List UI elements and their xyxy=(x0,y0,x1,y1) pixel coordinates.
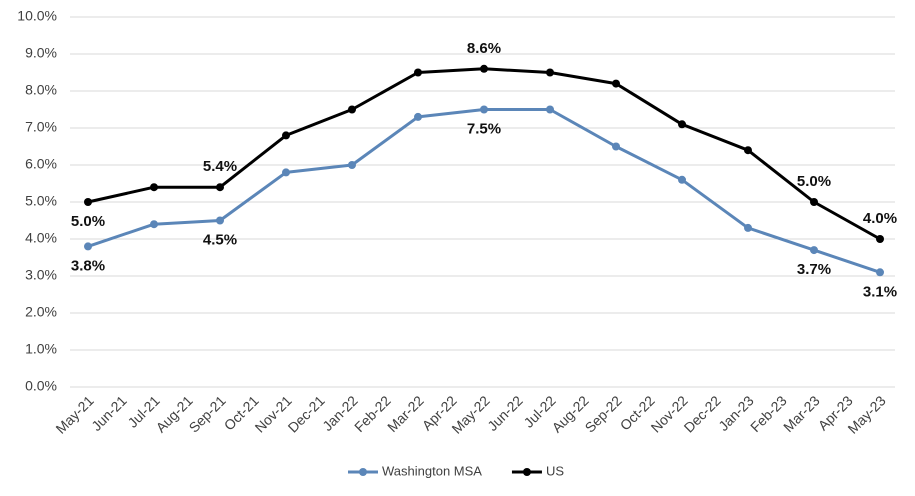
x-tick-label: Mar-22 xyxy=(384,392,427,435)
data-label: 4.0% xyxy=(863,210,897,227)
point xyxy=(348,105,356,114)
point xyxy=(84,242,92,251)
legend-marker xyxy=(522,468,531,476)
x-tick-label: Jun-22 xyxy=(484,392,526,434)
legend-label: Washington MSA xyxy=(382,463,482,478)
x-tick-label: May-23 xyxy=(844,392,888,436)
data-label: 5.0% xyxy=(71,213,105,230)
y-tick-label: 5.0% xyxy=(25,193,57,209)
point xyxy=(282,168,290,177)
x-tick-label: Sep-22 xyxy=(581,392,624,435)
point xyxy=(546,68,554,77)
point xyxy=(876,235,884,243)
y-tick-label: 1.0% xyxy=(25,341,57,357)
x-tick-label: May-22 xyxy=(448,392,492,436)
x-tick-label: Jun-21 xyxy=(88,392,130,434)
point xyxy=(810,246,818,255)
point xyxy=(612,79,620,88)
point xyxy=(348,161,356,169)
point xyxy=(744,146,752,155)
legend-marker xyxy=(359,468,367,476)
y-tick-label: 3.0% xyxy=(25,267,57,283)
data-label: 7.5% xyxy=(467,120,501,137)
y-tick-label: 7.0% xyxy=(25,119,57,135)
series-line xyxy=(87,67,881,241)
point xyxy=(150,220,158,229)
y-tick-label: 9.0% xyxy=(25,45,57,61)
point xyxy=(150,183,158,192)
data-label: 3.7% xyxy=(797,261,831,278)
data-label: 5.0% xyxy=(797,173,831,190)
point xyxy=(678,120,686,129)
data-label: 4.5% xyxy=(203,231,237,248)
data-label: 3.1% xyxy=(863,283,897,300)
point xyxy=(414,112,422,121)
x-tick-label: Dec-21 xyxy=(285,392,328,435)
x-tick-label: Feb-23 xyxy=(747,392,790,435)
point xyxy=(216,216,224,225)
x-tick-label: Dec-22 xyxy=(681,392,724,435)
x-tick-label: May-21 xyxy=(52,392,96,436)
x-tick-label: Sep-21 xyxy=(185,392,228,435)
point xyxy=(282,131,290,140)
data-label: 8.6% xyxy=(467,40,501,57)
point xyxy=(744,223,752,232)
x-tick-label: Mar-23 xyxy=(780,392,823,435)
data-label: 5.4% xyxy=(203,158,237,175)
y-tick-label: 8.0% xyxy=(25,82,57,98)
point xyxy=(216,183,224,192)
point xyxy=(876,268,884,277)
legend-label: US xyxy=(546,463,564,478)
point xyxy=(546,105,554,114)
y-tick-label: 0.0% xyxy=(25,378,57,394)
y-tick-label: 4.0% xyxy=(25,230,57,246)
point xyxy=(810,198,818,206)
y-tick-label: 2.0% xyxy=(25,304,57,320)
x-tick-label: Feb-22 xyxy=(351,392,394,435)
point xyxy=(678,175,686,184)
point xyxy=(480,105,488,114)
y-tick-label: 10.0% xyxy=(17,8,57,24)
point xyxy=(480,64,488,73)
y-tick-label: 6.0% xyxy=(25,156,57,172)
point xyxy=(84,198,92,206)
point xyxy=(612,142,620,151)
data-label: 3.8% xyxy=(71,257,105,274)
point xyxy=(414,68,422,77)
